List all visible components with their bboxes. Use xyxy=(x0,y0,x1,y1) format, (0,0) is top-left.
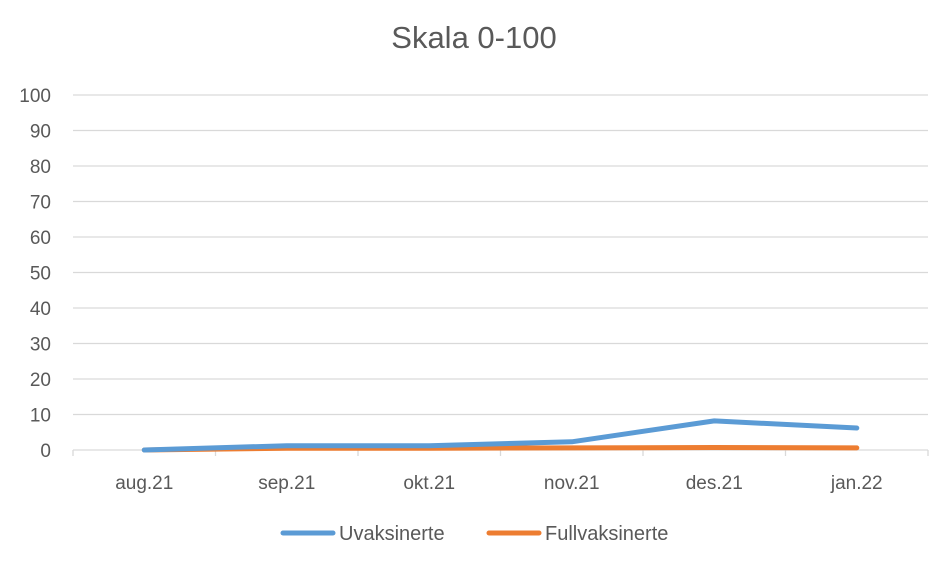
y-tick-label: 0 xyxy=(40,441,51,462)
x-tick-label: sep.21 xyxy=(258,473,315,494)
chart-title: Skala 0-100 xyxy=(391,20,557,55)
y-tick-label: 60 xyxy=(30,228,51,249)
legend: Uvaksinerte Fullvaksinerte xyxy=(280,523,668,545)
x-tick-label: jan.22 xyxy=(830,473,883,494)
x-tick-label: aug.21 xyxy=(115,473,173,494)
y-tick-label: 80 xyxy=(30,157,51,178)
series-line xyxy=(141,418,860,453)
y-tick-label: 10 xyxy=(30,406,51,427)
y-tick-label: 70 xyxy=(30,193,51,214)
y-tick-label: 40 xyxy=(30,299,51,320)
x-tick-label: des.21 xyxy=(686,473,743,494)
y-tick-label: 20 xyxy=(30,370,51,391)
y-tick-label: 100 xyxy=(19,86,51,107)
y-tick-labels: 0 10 20 30 40 50 60 70 80 90 100 xyxy=(19,86,51,462)
series-lines xyxy=(141,418,860,453)
gridlines xyxy=(73,94,928,416)
x-tick-labels: aug.21 sep.21 okt.21 nov.21 des.21 jan.22 xyxy=(115,473,882,494)
legend-label: Fullvaksinerte xyxy=(545,523,668,545)
x-tick-label: okt.21 xyxy=(403,473,455,494)
y-tick-label: 90 xyxy=(30,122,51,143)
y-tick-label: 30 xyxy=(30,335,51,356)
y-tick-label: 50 xyxy=(30,264,51,285)
x-tick-label: nov.21 xyxy=(544,473,600,494)
legend-label: Uvaksinerte xyxy=(339,523,445,545)
